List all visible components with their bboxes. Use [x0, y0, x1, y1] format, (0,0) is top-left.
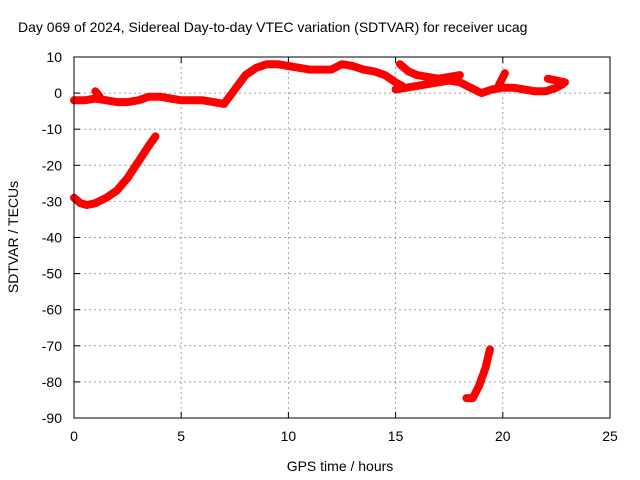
y-tick-label: -30: [42, 193, 62, 209]
x-tick-label: 15: [388, 428, 404, 444]
y-tick-label: 10: [46, 49, 62, 65]
y-tick-label: -80: [42, 374, 62, 390]
y-tick-label: -20: [42, 157, 62, 173]
series-line-arc-overlap-4: [543, 74, 569, 87]
y-tick-label: -40: [42, 230, 62, 246]
series-line-arc-low-rising: [70, 132, 160, 209]
x-tick-label: 5: [177, 428, 185, 444]
data-series: [70, 60, 569, 403]
y-tick-label: -70: [42, 338, 62, 354]
x-tick-label: 10: [281, 428, 297, 444]
x-tick-label: 25: [602, 428, 618, 444]
grid-lines: [74, 57, 610, 418]
x-tick-label: 0: [70, 428, 78, 444]
series-line-arc-main-upper-b: [391, 76, 567, 98]
series-line-arc-deep-rising: [462, 345, 494, 403]
x-axis-label: GPS time / hours: [287, 458, 394, 474]
y-tick-label: -90: [42, 410, 62, 426]
y-tick-label: 0: [54, 85, 62, 101]
x-tick-label: 20: [495, 428, 511, 444]
y-tick-label: -50: [42, 266, 62, 282]
x-axis-tick-labels: 0 5 10 15 20 25: [70, 428, 618, 444]
y-tick-label: -10: [42, 121, 62, 137]
plot-frame: [73, 56, 611, 419]
series-line-arc-overlap-3: [494, 69, 509, 90]
y-axis-label: SDTVAR / TECUs: [5, 181, 21, 293]
series-line-arc-overlap-2: [395, 60, 464, 83]
series-line-arc-main-upper: [70, 60, 406, 108]
y-tick-label: -60: [42, 302, 62, 318]
y-axis-tick-labels: 10 0 -10 -20 -30 -40 -50 -60 -70 -80 -90: [42, 49, 62, 426]
series-line-arc-overlap-1: [91, 87, 104, 101]
chart-title: Day 069 of 2024, Sidereal Day-to-day VTE…: [18, 19, 527, 35]
